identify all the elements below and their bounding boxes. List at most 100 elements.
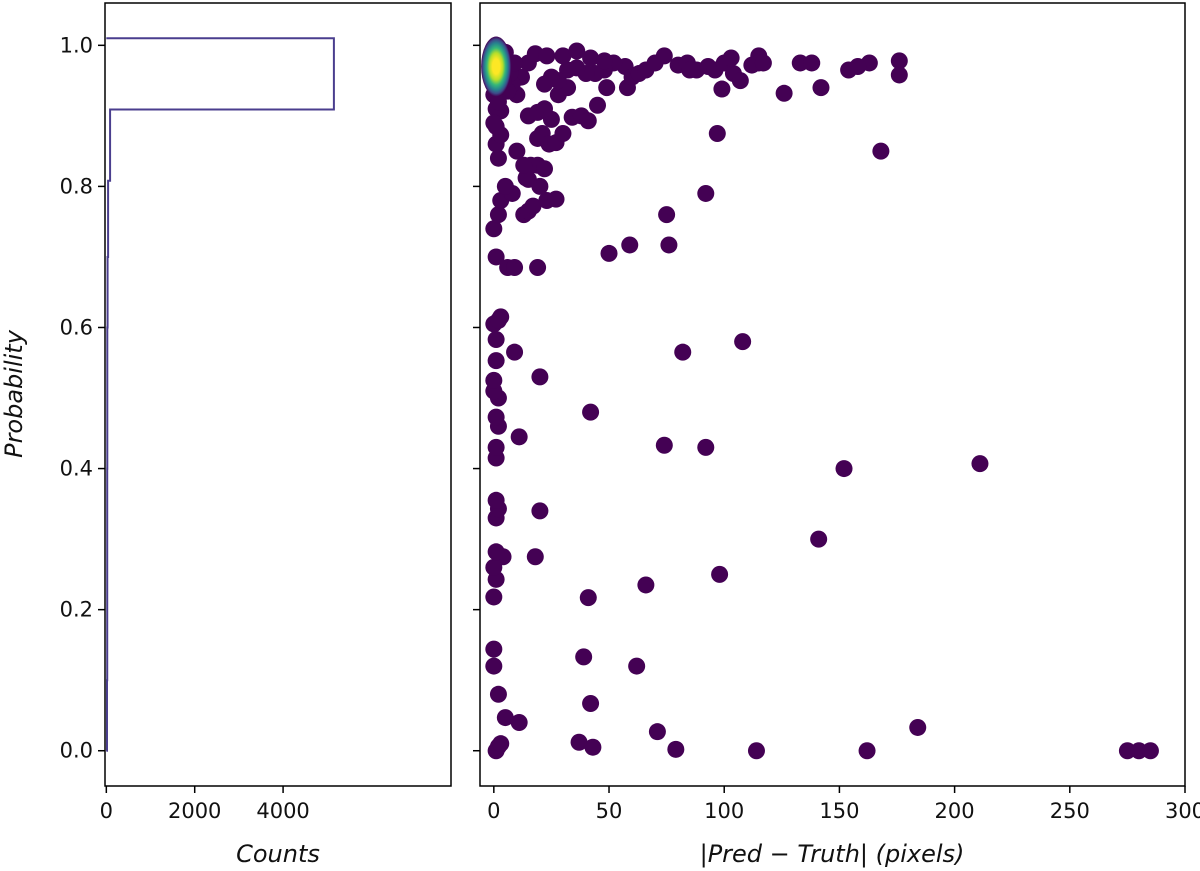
scatter-x-tick-label: 200 [935, 799, 975, 823]
scatter-point [536, 100, 554, 118]
scatter-point [531, 368, 549, 386]
scatter-point [510, 428, 528, 446]
histogram-y-tick-label: 0.8 [60, 174, 93, 198]
scatter-point [554, 47, 572, 65]
scatter-point [595, 52, 613, 70]
histogram-y-tick-label: 0.4 [60, 457, 93, 481]
scatter-points [485, 42, 1159, 760]
scatter-point [711, 565, 729, 583]
scatter-point [485, 114, 503, 132]
scatter-point [568, 42, 586, 60]
scatter-point [487, 352, 505, 370]
scatter-point [674, 343, 692, 361]
scatter-point [697, 184, 715, 202]
histogram-y-tick-label: 0.2 [60, 598, 93, 622]
scatter-point [655, 436, 673, 454]
scatter-point [526, 548, 544, 566]
scatter-point [489, 206, 507, 224]
scatter-point [515, 156, 533, 174]
scatter-point [575, 648, 593, 666]
scatter-point [531, 502, 549, 520]
scatter-point [489, 311, 507, 329]
histogram-y-tick-label: 0.6 [60, 315, 93, 339]
scatter-point [660, 236, 678, 254]
scatter-point [858, 742, 876, 760]
scatter-point [570, 733, 588, 751]
scatter-point [648, 723, 666, 741]
scatter-point [812, 79, 830, 97]
scatter-x-tick-label: 0 [487, 799, 500, 823]
scatter-point [658, 206, 676, 224]
scatter-point [722, 49, 740, 67]
scatter-point [487, 248, 505, 266]
scatter-point [681, 61, 699, 79]
scatter-point [510, 714, 528, 732]
scatter-point [496, 177, 514, 195]
scatter-point [628, 657, 646, 675]
scatter-point [579, 112, 597, 130]
scatter-point [697, 438, 715, 456]
scatter-point [971, 455, 989, 473]
scatter-point [598, 79, 616, 97]
scatter-point [538, 47, 556, 65]
scatter-panel: 0 50 100 150 200 250 300 |Pred − Truth| (pixel… [473, 2, 1200, 868]
scatter-point [909, 718, 927, 736]
scatter-point [487, 408, 505, 426]
scatter-point [747, 742, 765, 760]
scatter-point [485, 640, 503, 658]
scatter-point [485, 588, 503, 606]
scatter-x-tick-label: 250 [1050, 799, 1090, 823]
histogram-x-ticks: 0 2000 4000 [100, 786, 310, 823]
scatter-point [547, 190, 565, 208]
scatter-point [489, 93, 507, 111]
scatter-point [655, 47, 673, 65]
scatter-point [872, 142, 890, 160]
scatter-point [1141, 742, 1159, 760]
scatter-point [584, 738, 602, 756]
scatter-point [485, 220, 503, 238]
scatter-point [890, 66, 908, 84]
scatter-point [775, 84, 793, 102]
scatter-point [582, 403, 600, 421]
histogram-x-tick-label: 2000 [168, 799, 221, 823]
scatter-point [667, 740, 685, 758]
scatter-point [489, 685, 507, 703]
y-axis-title: Probability [0, 329, 28, 458]
scatter-point [492, 735, 510, 753]
scatter-x-ticks: 0 50 100 150 200 250 300 [487, 786, 1200, 823]
scatter-point [579, 589, 597, 607]
scatter-point [489, 149, 507, 167]
scatter-point [487, 438, 505, 456]
scatter-point [600, 244, 618, 262]
histogram-step-line [105, 37, 335, 752]
scatter-point [487, 491, 505, 509]
scatter-point [529, 259, 547, 277]
scatter-plot-frame [479, 2, 1186, 787]
scatter-point [536, 160, 554, 178]
scatter-point [708, 125, 726, 142]
scatter-x-tick-label: 300 [1165, 799, 1200, 823]
scatter-point [734, 333, 752, 351]
scatter-x-axis-title: |Pred − Truth| (pixels) [700, 840, 965, 868]
scatter-point [621, 236, 639, 254]
histogram-panel: 0 2000 4000 0.0 0.2 0.4 0.6 0.8 1.0 Counts Prob… [0, 2, 452, 868]
scatter-point [508, 142, 526, 160]
scatter-point [496, 709, 514, 727]
histogram-x-tick-label: 4000 [256, 799, 309, 823]
scatter-y-ticks [473, 44, 480, 752]
histogram-y-tick-label: 1.0 [60, 33, 93, 57]
scatter-point [713, 80, 731, 98]
scatter-point [731, 72, 749, 90]
scatter-point [506, 259, 524, 277]
histogram-y-tick-label: 0.0 [60, 739, 93, 763]
histogram-plot-frame [104, 2, 452, 787]
scatter-x-tick-label: 50 [596, 799, 623, 823]
scatter-point [835, 460, 853, 478]
scatter-point [487, 330, 505, 348]
scatter-point [754, 54, 772, 72]
scatter-x-tick-label: 100 [704, 799, 744, 823]
histogram-x-tick-label: 0 [100, 799, 113, 823]
scatter-point [506, 343, 524, 361]
scatter-point [485, 657, 503, 675]
scatter-x-tick-label: 150 [819, 799, 859, 823]
